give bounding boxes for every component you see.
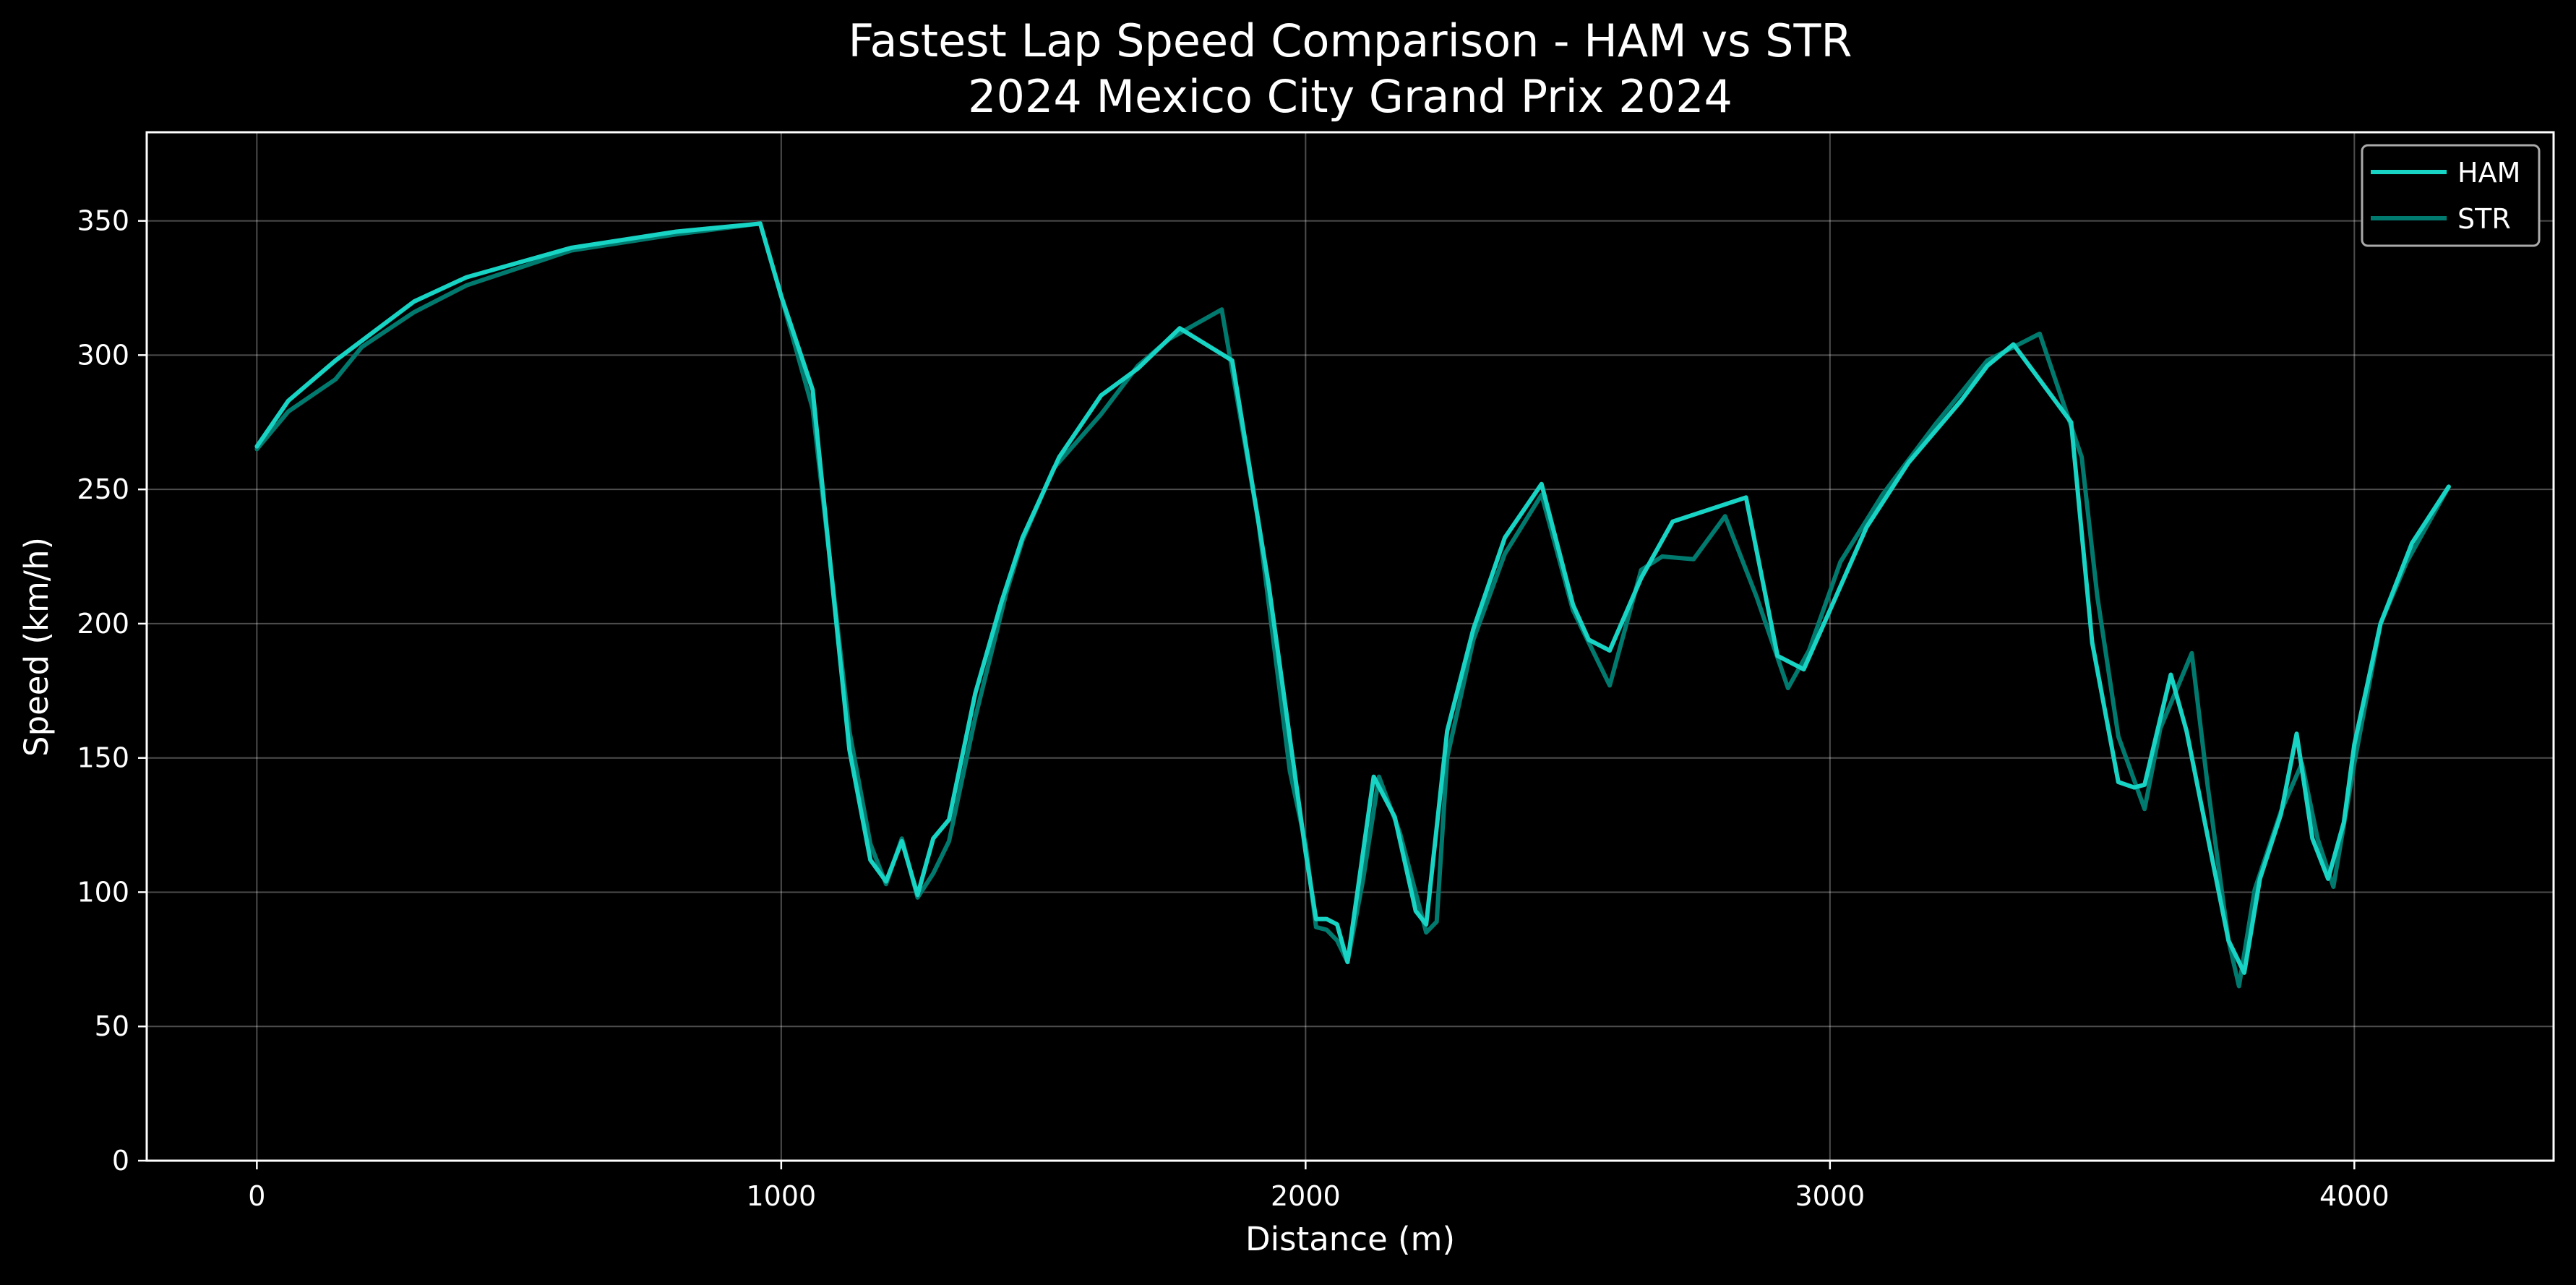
legend: HAM STR (2361, 144, 2541, 247)
axis-ticks: 0 1000 2000 3000 4000 0 50 100 150 200 250 300 350 (77, 205, 2389, 1212)
series-line-ham (254, 221, 2451, 975)
y-tick-label: 50 (95, 1010, 129, 1042)
legend-label-ham: HAM (2457, 157, 2520, 189)
y-axis-label: Speed (km/h) (17, 537, 56, 757)
chart-title-line-1: Fastest Lap Speed Comparison - HAM vs ST… (849, 14, 1852, 67)
plot-area-frame (145, 131, 2555, 1162)
x-tick-label: 3000 (1795, 1180, 1865, 1212)
y-tick-label: 300 (77, 339, 129, 371)
y-tick-label: 200 (77, 608, 129, 640)
series-lines (254, 221, 2451, 989)
x-tick-label: 2000 (1271, 1180, 1341, 1212)
x-tick-label: 0 (248, 1180, 265, 1212)
y-tick-label: 100 (77, 876, 129, 908)
y-tick-label: 350 (77, 205, 129, 237)
x-axis-label: Distance (m) (1245, 1220, 1455, 1258)
series-line-str (254, 221, 2451, 989)
x-tick-label: 1000 (746, 1180, 816, 1212)
y-tick-label: 250 (77, 473, 129, 505)
legend-label-str: STR (2457, 203, 2511, 235)
chart-title-line-2: 2024 Mexico City Grand Prix 2024 (968, 70, 1733, 123)
x-tick-label: 4000 (2319, 1180, 2390, 1212)
y-tick-label: 150 (77, 742, 129, 774)
y-tick-label: 0 (112, 1145, 129, 1177)
